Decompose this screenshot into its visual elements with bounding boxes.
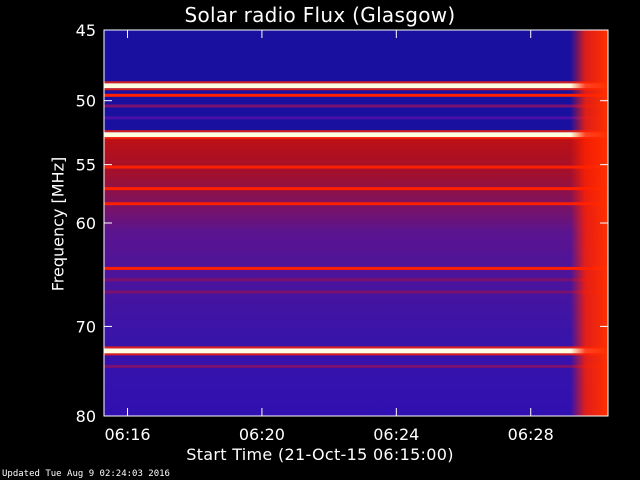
emission-line [104, 132, 608, 138]
x-tick-label: 06:20 [239, 425, 285, 444]
emission-line [104, 278, 608, 282]
emission-line [104, 116, 608, 120]
emission-line-halo [104, 130, 608, 133]
emission-line [104, 83, 608, 89]
updated-timestamp: Updated Tue Aug 9 02:24:03 2016 [2, 469, 170, 479]
x-axis-label: Start Time (21-Oct-15 06:15:00) [186, 445, 454, 464]
y-tick-label: 70 [76, 317, 96, 336]
emission-line [104, 266, 608, 270]
emission-line-halo [104, 346, 608, 349]
spectrogram-body [104, 133, 608, 416]
emission-line-halo [104, 81, 608, 84]
emission-line [104, 104, 608, 108]
emission-line-halo [104, 353, 608, 356]
y-tick-label: 80 [76, 407, 96, 426]
emission-line [104, 93, 608, 97]
y-tick-label: 50 [76, 92, 96, 111]
y-tick-label: 55 [76, 156, 96, 175]
emission-line [104, 290, 608, 294]
emission-line [104, 187, 608, 191]
x-tick-label: 06:24 [373, 425, 419, 444]
emission-line [104, 202, 608, 206]
emission-line-halo [104, 88, 608, 91]
y-tick-label: 45 [76, 21, 96, 40]
x-tick-label: 06:28 [508, 425, 554, 444]
emission-line [104, 364, 608, 368]
emission-line-halo [104, 137, 608, 140]
y-tick-label: 60 [76, 214, 96, 233]
x-tick-label: 06:16 [104, 425, 150, 444]
emission-line [104, 348, 608, 354]
emission-line [104, 165, 608, 169]
chart-title: Solar radio Flux (Glasgow) [184, 3, 456, 27]
